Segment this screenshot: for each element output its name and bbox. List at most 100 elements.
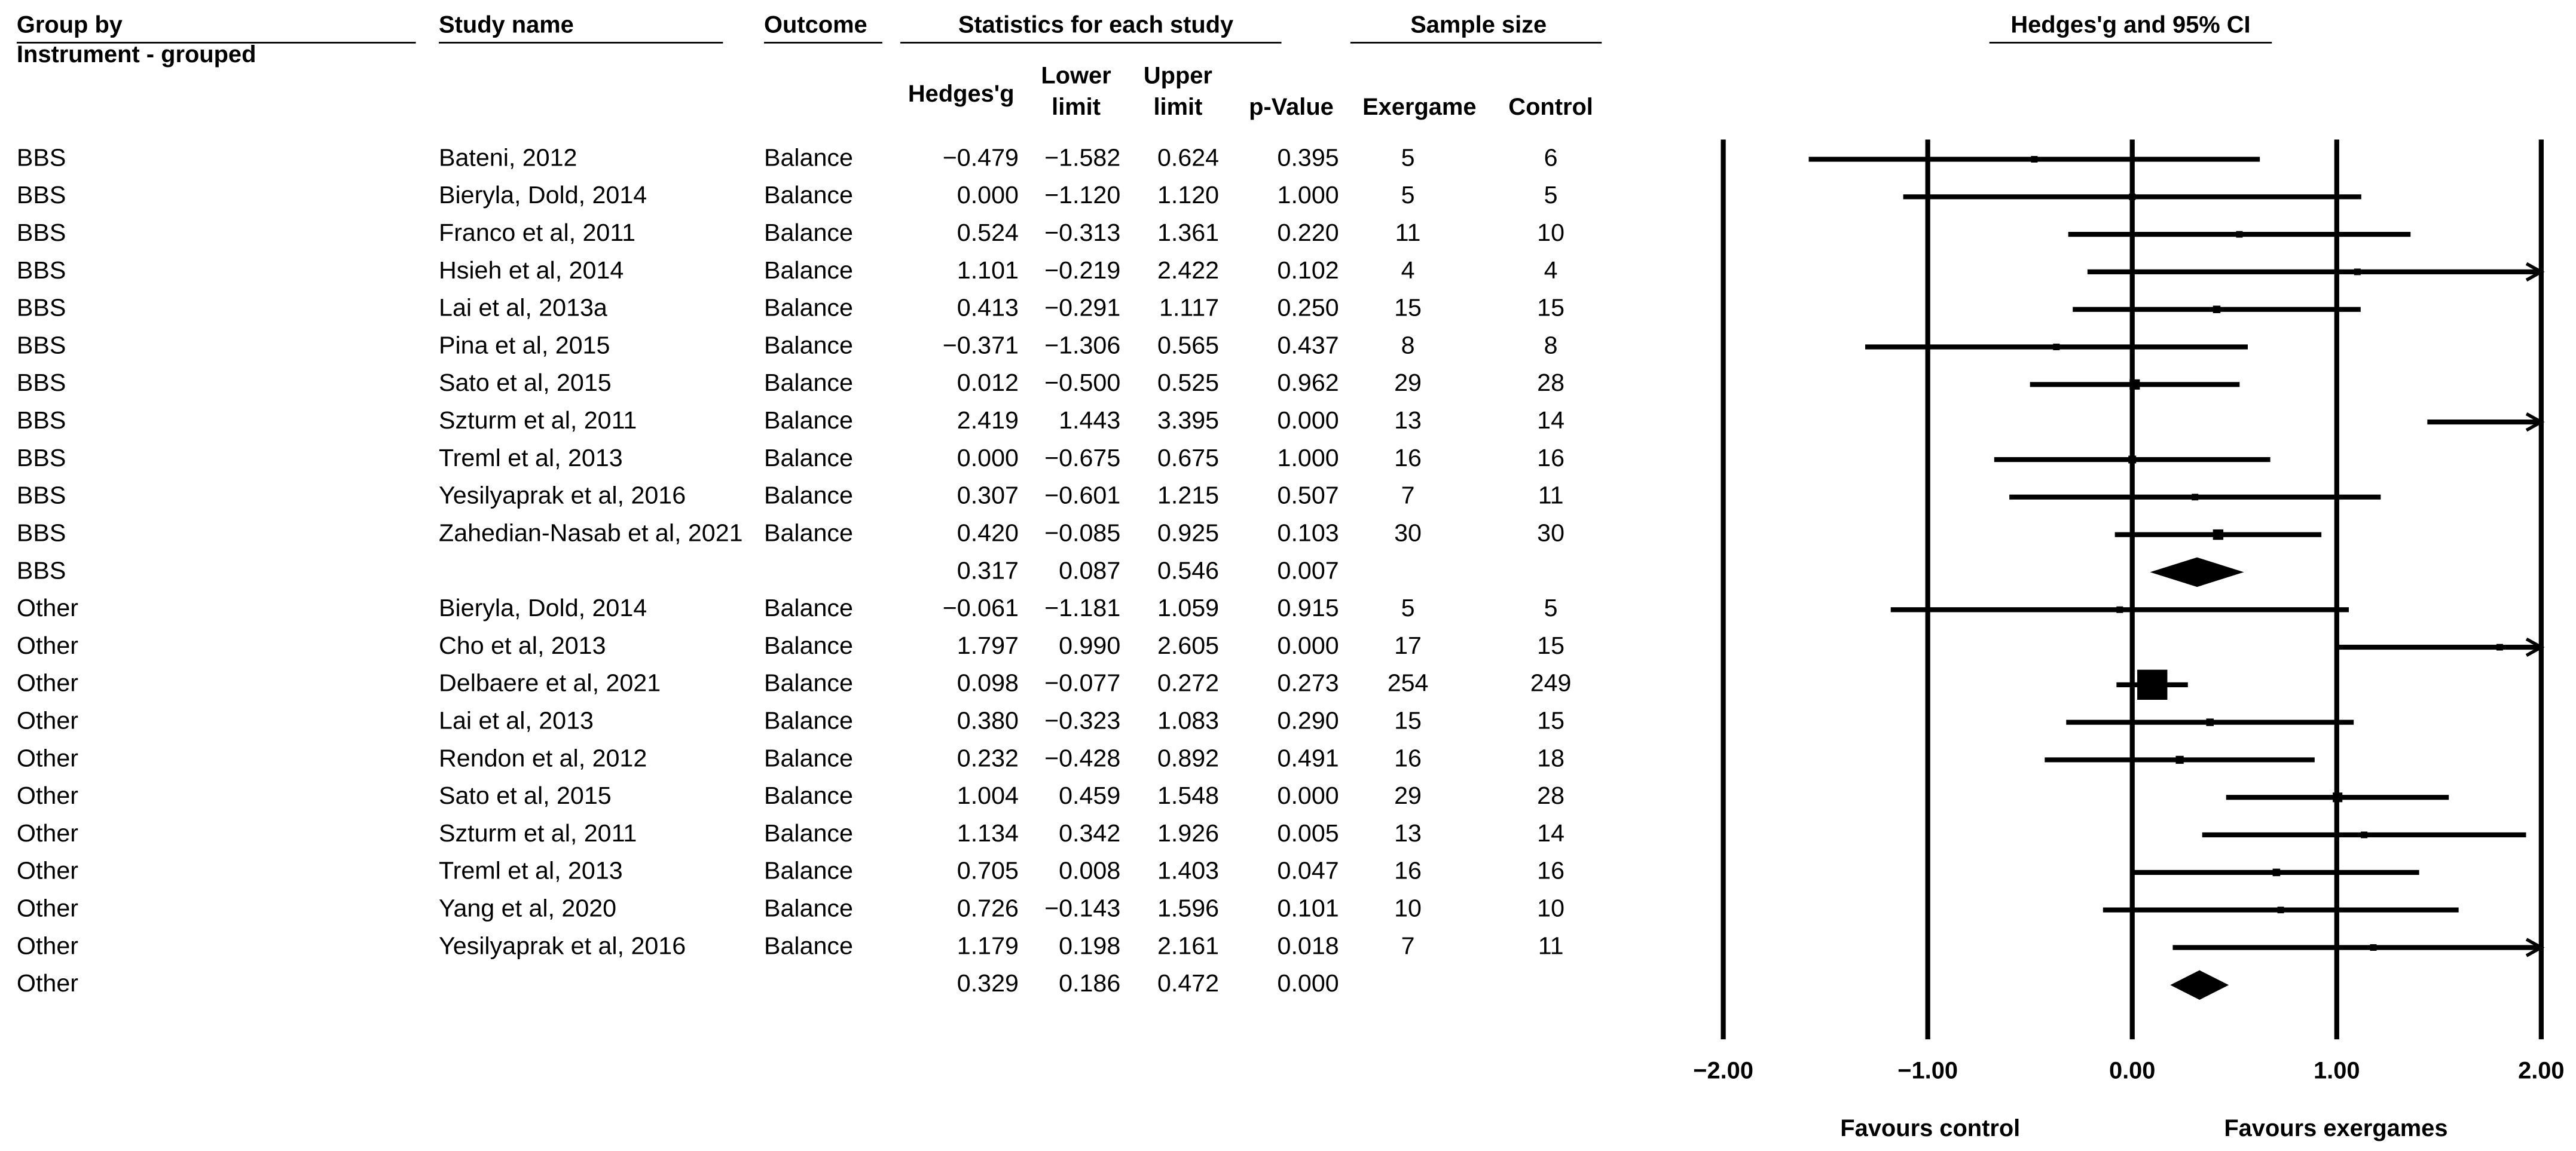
stat-cell: −0.675	[1044, 444, 1120, 472]
stat-cell: 2.161	[1157, 932, 1219, 959]
p-cell: 0.395	[1278, 143, 1339, 171]
group-cell: BBS	[17, 519, 66, 546]
stat-cell: −0.371	[943, 331, 1019, 359]
group-cell: Other	[17, 782, 78, 809]
p-cell: 0.250	[1278, 294, 1339, 322]
outcome-cell: Balance	[764, 181, 853, 209]
header: Outcome	[764, 11, 867, 38]
group-cell: Other	[17, 969, 78, 997]
size-cell: 5	[1401, 143, 1415, 171]
stat-cell: −1.120	[1044, 181, 1120, 209]
stat-cell: 0.329	[957, 969, 1019, 997]
size-cell: 10	[1537, 895, 1564, 922]
size-cell: 15	[1394, 294, 1422, 322]
study-cell: Sato et al, 2015	[439, 782, 612, 809]
stat-cell: 0.705	[957, 857, 1019, 884]
study-cell: Delbaere et al, 2021	[439, 669, 661, 697]
stat-cell: 2.422	[1157, 256, 1219, 284]
p-cell: 0.000	[1278, 406, 1339, 434]
outcome-cell: Balance	[764, 331, 853, 359]
header: Control	[1508, 94, 1593, 120]
study-cell: Pina et al, 2015	[439, 331, 610, 359]
outcome-cell: Balance	[764, 594, 853, 622]
outcome-cell: Balance	[764, 669, 853, 697]
p-cell: 0.000	[1278, 632, 1339, 659]
stat-cell: 0.380	[957, 707, 1019, 734]
p-cell: 0.290	[1278, 707, 1339, 734]
size-cell: 15	[1394, 707, 1422, 734]
p-cell: 0.491	[1278, 744, 1339, 772]
summary-diamond	[2170, 970, 2229, 1000]
header: Hedges'g	[908, 81, 1014, 107]
size-cell: 7	[1401, 932, 1415, 959]
outcome-cell: Balance	[764, 406, 853, 434]
stat-cell: −0.077	[1044, 669, 1120, 697]
stat-cell: −0.219	[1044, 256, 1120, 284]
group-cell: BBS	[17, 219, 66, 246]
stat-cell: 0.726	[957, 895, 1019, 922]
size-cell: 14	[1537, 819, 1564, 847]
stat-cell: 1.215	[1157, 482, 1219, 509]
stat-cell: 0.892	[1157, 744, 1219, 772]
group-cell: Other	[17, 594, 78, 622]
arrow	[2525, 262, 2545, 282]
group-cell: Other	[17, 707, 78, 734]
stat-cell: 0.272	[1157, 669, 1219, 697]
size-cell: 5	[1544, 594, 1558, 622]
p-cell: 1.000	[1278, 181, 1339, 209]
group-cell: BBS	[17, 556, 66, 584]
stat-cell: 0.472	[1157, 969, 1219, 997]
stat-cell: −0.601	[1044, 482, 1120, 509]
size-cell: 14	[1537, 406, 1564, 434]
study-cell: Franco et al, 2011	[439, 219, 635, 246]
stat-cell: 0.565	[1157, 331, 1219, 359]
outcome-cell: Balance	[764, 819, 853, 847]
header: Statistics for each study	[958, 11, 1233, 38]
outcome-cell: Balance	[764, 707, 853, 734]
stat-cell: 1.117	[1159, 294, 1219, 322]
header: limit	[1153, 94, 1202, 120]
size-cell: 5	[1401, 594, 1415, 622]
size-cell: 7	[1401, 482, 1415, 509]
study-cell: Yesilyaprak et al, 2016	[439, 932, 686, 959]
header: Sample size	[1410, 11, 1547, 38]
size-cell: 17	[1394, 632, 1422, 659]
outcome-cell: Balance	[764, 294, 853, 322]
stat-cell: 0.624	[1157, 143, 1219, 171]
stat-cell: −1.582	[1044, 143, 1120, 171]
outcome-cell: Balance	[764, 482, 853, 509]
outcome-cell: Balance	[764, 256, 853, 284]
summary-diamond	[2150, 557, 2244, 587]
x-tick-label: 0.00	[2109, 1058, 2156, 1084]
stat-cell: 1.443	[1059, 406, 1120, 434]
size-cell: 15	[1537, 632, 1564, 659]
stat-cell: 0.546	[1157, 556, 1219, 584]
size-cell: 18	[1537, 744, 1564, 772]
stat-cell: 1.059	[1157, 594, 1219, 622]
size-cell: 11	[1538, 932, 1564, 959]
p-cell: 0.273	[1278, 669, 1339, 697]
p-cell: 0.007	[1278, 556, 1339, 584]
group-cell: Other	[17, 669, 78, 697]
arrow	[2525, 938, 2545, 957]
outcome-cell: Balance	[764, 519, 853, 546]
x-tick-label: 1.00	[2314, 1058, 2360, 1084]
group-cell: BBS	[17, 143, 66, 171]
study-cell: Cho et al, 2013	[439, 632, 606, 659]
stat-cell: −0.428	[1044, 744, 1120, 772]
stat-cell: −0.085	[1044, 519, 1120, 546]
study-cell: Zahedian-Nasab et al, 2021	[439, 519, 743, 546]
study-cell: Szturm et al, 2011	[439, 406, 637, 434]
stat-cell: −0.061	[943, 594, 1019, 622]
study-cell: Rendon et al, 2012	[439, 744, 647, 772]
stat-cell: −0.313	[1044, 219, 1120, 246]
stat-cell: 1.083	[1157, 707, 1219, 734]
stat-cell: 0.420	[957, 519, 1019, 546]
stat-cell: 0.525	[1157, 369, 1219, 396]
study-cell: Lai et al, 2013	[439, 707, 594, 734]
outcome-cell: Balance	[764, 932, 853, 959]
outcome-cell: Balance	[764, 744, 853, 772]
study-cell: Lai et al, 2013a	[439, 294, 607, 322]
x-label: Favours exergames	[2224, 1115, 2447, 1141]
stat-cell: −1.306	[1044, 331, 1120, 359]
